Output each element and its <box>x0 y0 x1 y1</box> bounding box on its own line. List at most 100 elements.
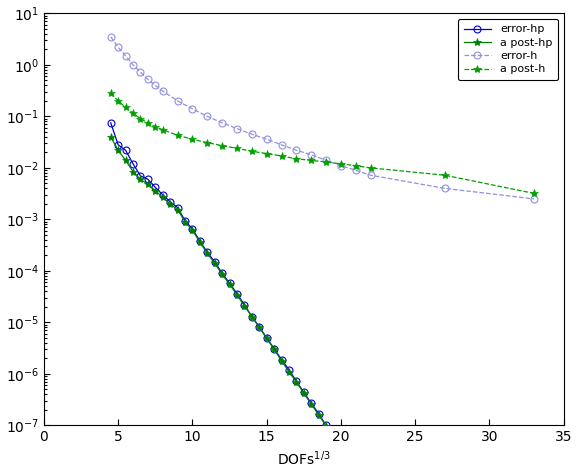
a post-hp <box>152 188 159 193</box>
a post-h <box>367 165 374 171</box>
error-h <box>174 98 181 104</box>
a post-hp <box>204 250 211 256</box>
error-hp <box>211 259 218 264</box>
Line: a post-h: a post-h <box>106 89 538 198</box>
error-hp <box>137 173 144 179</box>
error-h <box>122 53 129 59</box>
a post-hp <box>323 423 329 428</box>
error-hp <box>293 378 300 384</box>
a post-h <box>338 161 344 167</box>
a post-hp <box>226 282 233 287</box>
a post-hp <box>144 182 151 187</box>
error-h <box>137 69 144 75</box>
error-h <box>531 196 538 202</box>
error-h <box>108 34 114 40</box>
error-hp <box>234 291 240 297</box>
error-hp <box>122 147 129 153</box>
a post-hp <box>315 412 322 418</box>
a post-h <box>122 104 129 110</box>
error-h <box>204 114 211 119</box>
a post-hp <box>271 346 277 352</box>
a post-h <box>234 146 240 151</box>
a post-hp <box>301 391 307 396</box>
error-h <box>189 106 196 112</box>
a post-hp <box>114 147 121 153</box>
error-h <box>144 77 151 82</box>
error-hp <box>323 423 329 428</box>
error-hp <box>174 205 181 210</box>
a post-h <box>278 153 285 159</box>
a post-h <box>129 110 136 116</box>
a post-hp <box>338 445 344 450</box>
error-hp <box>160 192 166 198</box>
a post-h <box>307 157 314 163</box>
error-hp <box>315 410 322 416</box>
error-h <box>353 167 360 173</box>
Line: error-hp: error-hp <box>108 119 374 474</box>
a post-h <box>293 156 300 162</box>
a post-h <box>152 124 159 129</box>
Line: error-h: error-h <box>108 33 538 202</box>
error-hp <box>271 346 277 351</box>
error-h <box>323 157 329 163</box>
error-hp <box>144 176 151 182</box>
error-hp <box>197 238 203 244</box>
error-h <box>338 163 344 169</box>
error-hp <box>338 444 344 450</box>
error-hp <box>129 161 136 167</box>
error-h <box>152 82 159 88</box>
a post-hp <box>345 456 352 462</box>
error-hp <box>226 280 233 286</box>
a post-h <box>114 98 121 104</box>
a post-hp <box>197 239 203 245</box>
a post-hp <box>256 325 263 330</box>
error-hp <box>204 249 211 255</box>
error-hp <box>307 401 314 406</box>
a post-hp <box>189 227 196 233</box>
error-h <box>278 142 285 148</box>
a post-hp <box>181 219 188 225</box>
a post-h <box>442 173 449 178</box>
error-h <box>442 185 449 191</box>
error-hp <box>249 314 255 319</box>
error-hp <box>345 455 352 460</box>
error-hp <box>114 142 121 148</box>
a post-hp <box>211 261 218 266</box>
a post-hp <box>174 207 181 212</box>
a post-hp <box>263 336 270 341</box>
a post-h <box>218 143 225 148</box>
a post-h <box>249 148 255 154</box>
a post-hp <box>137 176 144 182</box>
a post-hp <box>278 358 285 364</box>
error-hp <box>241 302 248 308</box>
a post-hp <box>218 272 225 277</box>
error-hp <box>278 357 285 363</box>
error-h <box>307 152 314 157</box>
error-h <box>160 88 166 94</box>
error-h <box>293 147 300 153</box>
error-h <box>114 45 121 50</box>
a post-hp <box>241 303 248 309</box>
a post-hp <box>293 379 300 385</box>
a post-hp <box>160 194 166 200</box>
error-hp <box>286 367 292 373</box>
error-h <box>218 120 225 126</box>
a post-h <box>353 163 360 169</box>
error-hp <box>108 120 114 126</box>
error-h <box>249 131 255 137</box>
a post-hp <box>122 157 129 163</box>
a post-hp <box>129 169 136 174</box>
a post-h <box>137 116 144 121</box>
error-hp <box>181 218 188 223</box>
error-h <box>129 62 136 68</box>
a post-hp <box>234 292 240 298</box>
error-hp <box>256 324 263 330</box>
error-hp <box>166 199 173 205</box>
a post-hp <box>330 434 337 440</box>
error-h <box>263 137 270 142</box>
a post-h <box>263 151 270 156</box>
error-hp <box>301 390 307 395</box>
a post-hp <box>286 369 292 374</box>
Legend: error-hp, a post-hp, error-h, a post-h: error-hp, a post-hp, error-h, a post-h <box>458 19 558 80</box>
a post-hp <box>166 201 173 207</box>
